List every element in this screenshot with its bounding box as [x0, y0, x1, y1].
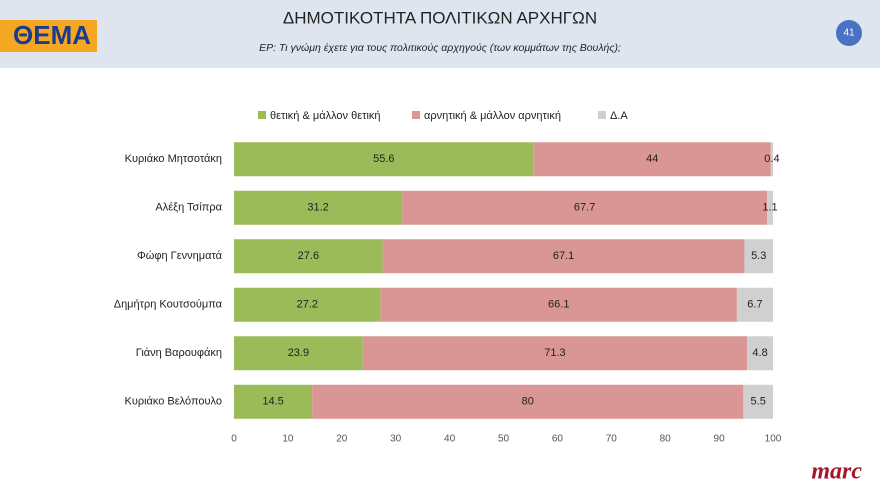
legend-swatch — [258, 111, 266, 119]
page-number: 41 — [843, 28, 855, 39]
bar-segment — [362, 336, 748, 371]
data-label: 4.8 — [752, 347, 767, 359]
x-tick-label: 0 — [231, 434, 237, 445]
y-tick-label: Κυριάκο Μητσοτάκη — [125, 153, 222, 165]
bar-segment — [234, 336, 363, 371]
y-tick-label: Γιάνη Βαρουφάκη — [136, 347, 222, 359]
x-tick-label: 30 — [390, 434, 402, 445]
bar-segment — [744, 239, 773, 274]
legend-swatch — [412, 111, 420, 119]
brand: marc — [811, 459, 862, 485]
data-label: 31.2 — [307, 202, 328, 214]
bar-segment — [234, 384, 313, 419]
bar-segment — [312, 384, 744, 419]
x-tick-label: 40 — [444, 434, 456, 445]
bar-segment — [382, 239, 745, 274]
logo-box — [0, 20, 97, 52]
x-tick-label: 20 — [336, 434, 348, 445]
page-badge — [836, 20, 862, 46]
data-label: 27.2 — [297, 299, 318, 311]
x-tick-label: 60 — [552, 434, 564, 445]
data-label: 55.6 — [373, 153, 394, 165]
x-tick-label: 50 — [498, 434, 510, 445]
bar-segment — [736, 287, 773, 322]
y-tick-label: Φώφη Γεννηματά — [137, 250, 223, 262]
x-tick-label: 100 — [765, 434, 782, 445]
bar-segment — [533, 142, 771, 177]
legend-swatch — [598, 111, 606, 119]
legend-label: θετική & μάλλον θετική — [270, 110, 381, 122]
data-label: 23.9 — [288, 347, 309, 359]
data-label: 27.6 — [298, 250, 319, 262]
bar-segment — [234, 287, 381, 322]
data-label: 0.4 — [764, 153, 779, 165]
data-label: 5.5 — [751, 396, 766, 408]
y-tick-label: Αλέξη Τσίπρα — [155, 202, 222, 214]
bar-segment — [234, 239, 383, 274]
y-tick-label: Δημήτρη Κουτσούμπα — [114, 299, 223, 311]
logo: ΘΕΜΑ — [13, 20, 91, 50]
data-label: 5.3 — [751, 250, 766, 262]
bar-segment — [770, 142, 773, 177]
data-label: 80 — [522, 396, 534, 408]
header-band — [0, 0, 880, 68]
x-tick-label: 70 — [606, 434, 618, 445]
bar-segment — [380, 287, 737, 322]
bar-segment — [747, 336, 773, 371]
data-label: 44 — [646, 153, 658, 165]
data-label: 71.3 — [544, 347, 565, 359]
legend-label: αρνητική & μάλλον αρνητική — [424, 110, 561, 122]
bar-segment — [234, 142, 534, 177]
x-tick-label: 10 — [282, 434, 294, 445]
x-tick-label: 90 — [714, 434, 726, 445]
chart-title: ΔΗΜΟΤΙΚΟΤΗΤΑ ΠΟΛΙΤΙΚΩΝ ΑΡΧΗΓΩΝ — [283, 8, 597, 27]
bar-segment — [402, 190, 768, 225]
data-label: 67.7 — [574, 202, 595, 214]
data-label: 1.1 — [762, 202, 777, 214]
data-label: 6.7 — [747, 299, 762, 311]
y-tick-label: Κυριάκο Βελόπουλο — [124, 396, 222, 408]
data-label: 14.5 — [262, 396, 283, 408]
data-label: 66.1 — [548, 299, 569, 311]
bar-segment — [767, 190, 773, 225]
bar-segment — [234, 190, 403, 225]
chart-subtitle: ΕΡ: Τι γνώμη έχετε για τους πολιτικούς α… — [259, 42, 621, 54]
bar-segment — [743, 384, 773, 419]
legend-label: Δ.Α — [610, 110, 628, 122]
x-tick-label: 80 — [660, 434, 672, 445]
data-label: 67.1 — [553, 250, 574, 262]
